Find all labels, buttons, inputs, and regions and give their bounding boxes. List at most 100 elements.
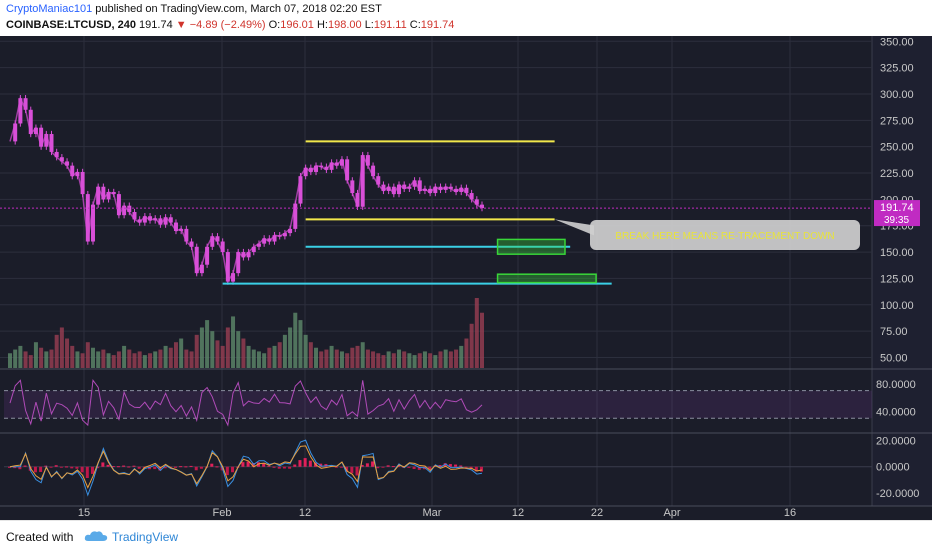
- volume-bar: [277, 342, 282, 368]
- macd-histogram-bar: [381, 466, 385, 468]
- volume-bar: [365, 349, 370, 368]
- candle-body: [293, 203, 298, 229]
- macd-histogram-bar: [386, 465, 390, 467]
- macd-histogram-bar: [454, 464, 458, 467]
- macd-histogram-bar: [111, 466, 115, 468]
- candle-body: [360, 155, 365, 207]
- candle-body: [345, 159, 350, 181]
- macd-histogram-bar: [13, 466, 17, 469]
- volume-bar: [246, 345, 251, 368]
- tradingview-cloud-icon: [84, 531, 108, 541]
- price-change: −4.89 (−2.49%): [189, 19, 266, 31]
- macd-histogram-bar: [319, 463, 323, 467]
- volume-bar: [402, 351, 407, 368]
- macd-histogram-bar: [438, 465, 442, 467]
- volume-bar: [397, 349, 402, 368]
- macd-histogram-bar: [39, 466, 43, 472]
- volume-bar: [480, 312, 484, 368]
- macd-histogram-bar: [412, 466, 416, 470]
- candle-body: [137, 219, 142, 223]
- macd-histogram-bar: [272, 466, 276, 468]
- candle-body: [70, 165, 75, 177]
- volume-bar: [194, 334, 199, 368]
- ohlc-line: COINBASE:LTCUSD, 240 191.74 ▼ −4.89 (−2.…: [6, 19, 454, 31]
- volume-bar: [314, 347, 319, 368]
- candle-body: [231, 273, 236, 282]
- macd-histogram-bar: [210, 463, 214, 467]
- volume-bar: [262, 353, 267, 368]
- volume-bar: [163, 345, 168, 368]
- candle-body: [80, 171, 85, 195]
- candle-body: [428, 188, 433, 194]
- volume-bar: [142, 355, 147, 368]
- macd-histogram-bar: [153, 466, 157, 470]
- tradingview-brand[interactable]: TradingView: [112, 530, 179, 544]
- macd-histogram-bar: [179, 466, 183, 468]
- macd-histogram-bar: [293, 464, 297, 467]
- close-label: C:: [409, 19, 421, 31]
- volume-bar: [137, 351, 142, 368]
- volume-bar: [339, 351, 344, 368]
- macd-histogram-bar: [158, 466, 162, 471]
- price-chart[interactable]: 350.00325.00300.00275.00250.00225.00200.…: [0, 36, 932, 520]
- candle-body: [189, 241, 194, 247]
- high-value: 198.00: [327, 19, 362, 31]
- macd-histogram-bar: [132, 465, 136, 467]
- candle-body: [422, 188, 427, 191]
- time-tick-label: Feb: [213, 507, 232, 519]
- volume-bar: [308, 342, 313, 368]
- price-tick-label: 325.00: [880, 63, 914, 75]
- volume-bar: [132, 353, 137, 368]
- symbol-label[interactable]: COINBASE:LTCUSD, 240: [6, 19, 136, 31]
- candle-body: [173, 222, 178, 231]
- price-tick-label: 275.00: [880, 115, 914, 127]
- volume-bar: [210, 331, 215, 368]
- macd-histogram-bar: [65, 466, 69, 468]
- candle-body: [376, 176, 381, 185]
- rsi-band: [4, 390, 872, 419]
- macd-histogram-bar: [443, 463, 447, 467]
- macd-tick-label: 0.0000: [876, 462, 910, 474]
- target-zone-2: [496, 273, 597, 284]
- volume-bar: [199, 327, 204, 368]
- open-label: O:: [268, 19, 281, 31]
- macd-histogram-bar: [288, 466, 292, 469]
- author-link[interactable]: CryptoManiac101: [6, 3, 93, 15]
- macd-histogram-bar: [464, 466, 468, 468]
- candle-body: [199, 264, 204, 274]
- macd-histogram-bar: [246, 461, 250, 467]
- candle-body: [371, 165, 376, 177]
- candle-body: [412, 180, 417, 187]
- volume-bar: [8, 353, 12, 368]
- volume-bar: [272, 345, 277, 368]
- callout-text: BREAK HERE MEANS RE-TRACEMENT DOWN: [615, 231, 834, 242]
- volume-bar: [267, 347, 272, 368]
- candle-body: [480, 204, 484, 209]
- volume-bar: [70, 345, 75, 368]
- candle-body: [168, 217, 173, 223]
- volume-bar: [33, 342, 38, 368]
- volume-bar: [381, 355, 386, 368]
- volume-bar: [319, 351, 324, 368]
- macd-histogram-bar: [459, 465, 463, 467]
- macd-histogram-bar: [101, 462, 105, 467]
- volume-bar: [329, 345, 334, 368]
- candle-body: [391, 186, 396, 195]
- candle-body: [85, 194, 90, 242]
- macd-histogram-bar: [241, 462, 245, 467]
- macd-histogram-bar: [75, 466, 79, 469]
- macd-signal-line: [9, 445, 483, 489]
- volume-bar: [189, 351, 194, 368]
- candle-body: [417, 180, 422, 191]
- volume-bar: [205, 320, 210, 368]
- volume-bar: [220, 345, 225, 368]
- volume-bar: [391, 353, 396, 368]
- macd-histogram-bar: [137, 466, 141, 469]
- macd-histogram-bar: [127, 466, 131, 468]
- created-with-label: Created with: [6, 530, 74, 544]
- volume-bar: [90, 347, 95, 368]
- candle-body: [23, 98, 28, 110]
- volume-bar: [256, 351, 261, 368]
- macd-histogram-bar: [474, 466, 478, 472]
- macd-tick-label: 20.0000: [876, 436, 916, 448]
